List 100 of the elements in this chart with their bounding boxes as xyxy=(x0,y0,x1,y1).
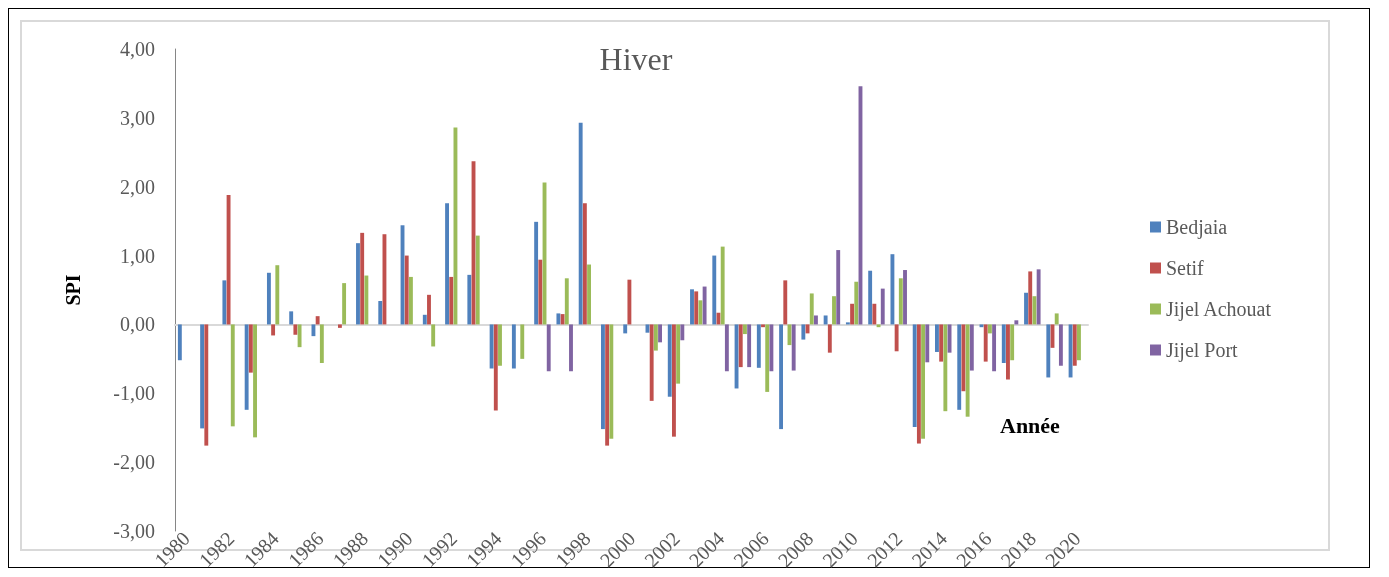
bar xyxy=(248,324,253,373)
bar xyxy=(676,324,681,384)
bar xyxy=(720,246,725,325)
y-tick-label: 0,00 xyxy=(120,313,155,336)
bar xyxy=(293,324,298,335)
bar xyxy=(520,324,525,359)
bar xyxy=(600,324,605,430)
bar xyxy=(992,324,997,372)
bar xyxy=(801,324,806,340)
bar xyxy=(337,324,342,328)
bar xyxy=(809,293,814,325)
bar xyxy=(177,324,182,361)
bar xyxy=(1028,271,1033,325)
bar xyxy=(493,324,498,411)
bar xyxy=(342,283,347,325)
bar xyxy=(890,254,895,325)
bar xyxy=(1024,292,1028,325)
bar xyxy=(204,324,209,446)
bar xyxy=(427,294,431,325)
bar xyxy=(556,313,561,325)
bar xyxy=(315,316,320,325)
y-tick-label: 1,00 xyxy=(120,244,155,267)
bar xyxy=(912,324,917,428)
y-tick-label: -1,00 xyxy=(113,382,155,405)
bar xyxy=(916,324,921,444)
y-tick-label: 2,00 xyxy=(120,175,155,198)
bar xyxy=(253,324,257,438)
bar xyxy=(1032,296,1037,325)
bar xyxy=(814,315,818,325)
bar xyxy=(747,324,752,368)
bar xyxy=(987,324,992,334)
bar xyxy=(653,324,658,351)
bar xyxy=(582,203,587,325)
bar xyxy=(275,265,280,325)
bar xyxy=(845,322,850,325)
y-tick-label: 4,00 xyxy=(120,38,155,60)
bar xyxy=(983,324,988,362)
bar xyxy=(1054,313,1059,325)
y-tick-label: -3,00 xyxy=(113,520,155,542)
bar xyxy=(475,235,480,325)
bar xyxy=(627,279,632,325)
bar xyxy=(658,324,663,343)
bar xyxy=(378,301,383,325)
bar xyxy=(690,289,694,325)
bar xyxy=(969,324,974,371)
bar xyxy=(1006,324,1010,380)
bar xyxy=(605,324,610,446)
bar xyxy=(1036,269,1041,325)
bar xyxy=(957,324,962,410)
bar xyxy=(1072,324,1077,366)
bar xyxy=(1014,320,1019,325)
bar xyxy=(560,314,565,325)
bar xyxy=(1010,324,1015,361)
bar xyxy=(939,324,944,362)
bar xyxy=(546,324,551,372)
bar xyxy=(649,324,654,401)
y-tick-label: 3,00 xyxy=(120,106,155,129)
legend-label: Jijel Achouat xyxy=(1166,298,1272,321)
chart-title: Hiver xyxy=(599,41,673,77)
bar xyxy=(569,324,573,372)
bar xyxy=(868,270,873,325)
bar xyxy=(965,324,970,417)
bar xyxy=(961,324,966,392)
bar xyxy=(364,275,369,325)
bar xyxy=(356,243,360,325)
bar xyxy=(935,324,939,352)
bar xyxy=(724,324,729,372)
bar xyxy=(200,324,205,429)
bar xyxy=(319,324,324,363)
bar xyxy=(903,270,907,325)
legend-label: Bedjaia xyxy=(1166,216,1228,239)
bar xyxy=(1077,324,1081,361)
y-axis-title: SPI xyxy=(62,274,84,306)
bar xyxy=(743,324,747,335)
bar xyxy=(671,324,676,437)
bar xyxy=(1058,324,1063,366)
bar xyxy=(222,280,227,325)
bar xyxy=(408,276,413,325)
bar xyxy=(694,291,699,325)
bar xyxy=(894,324,899,352)
x-tick-label: 1990 xyxy=(372,527,417,572)
bar xyxy=(854,281,859,325)
bar xyxy=(360,232,365,325)
bar xyxy=(779,324,784,430)
x-tick-label: 1992 xyxy=(417,527,462,572)
bar xyxy=(761,324,765,328)
bar xyxy=(1068,324,1073,378)
bar xyxy=(880,288,885,325)
bar xyxy=(1046,324,1051,378)
bar xyxy=(266,272,271,325)
bar xyxy=(587,264,592,325)
bar xyxy=(623,324,628,334)
bar xyxy=(244,324,249,410)
bar xyxy=(756,324,761,368)
legend-label: Jijel Port xyxy=(1166,339,1239,362)
bar xyxy=(698,300,703,325)
bar xyxy=(1001,324,1006,363)
bar xyxy=(422,314,427,325)
bar xyxy=(609,324,614,439)
bar xyxy=(738,324,743,368)
